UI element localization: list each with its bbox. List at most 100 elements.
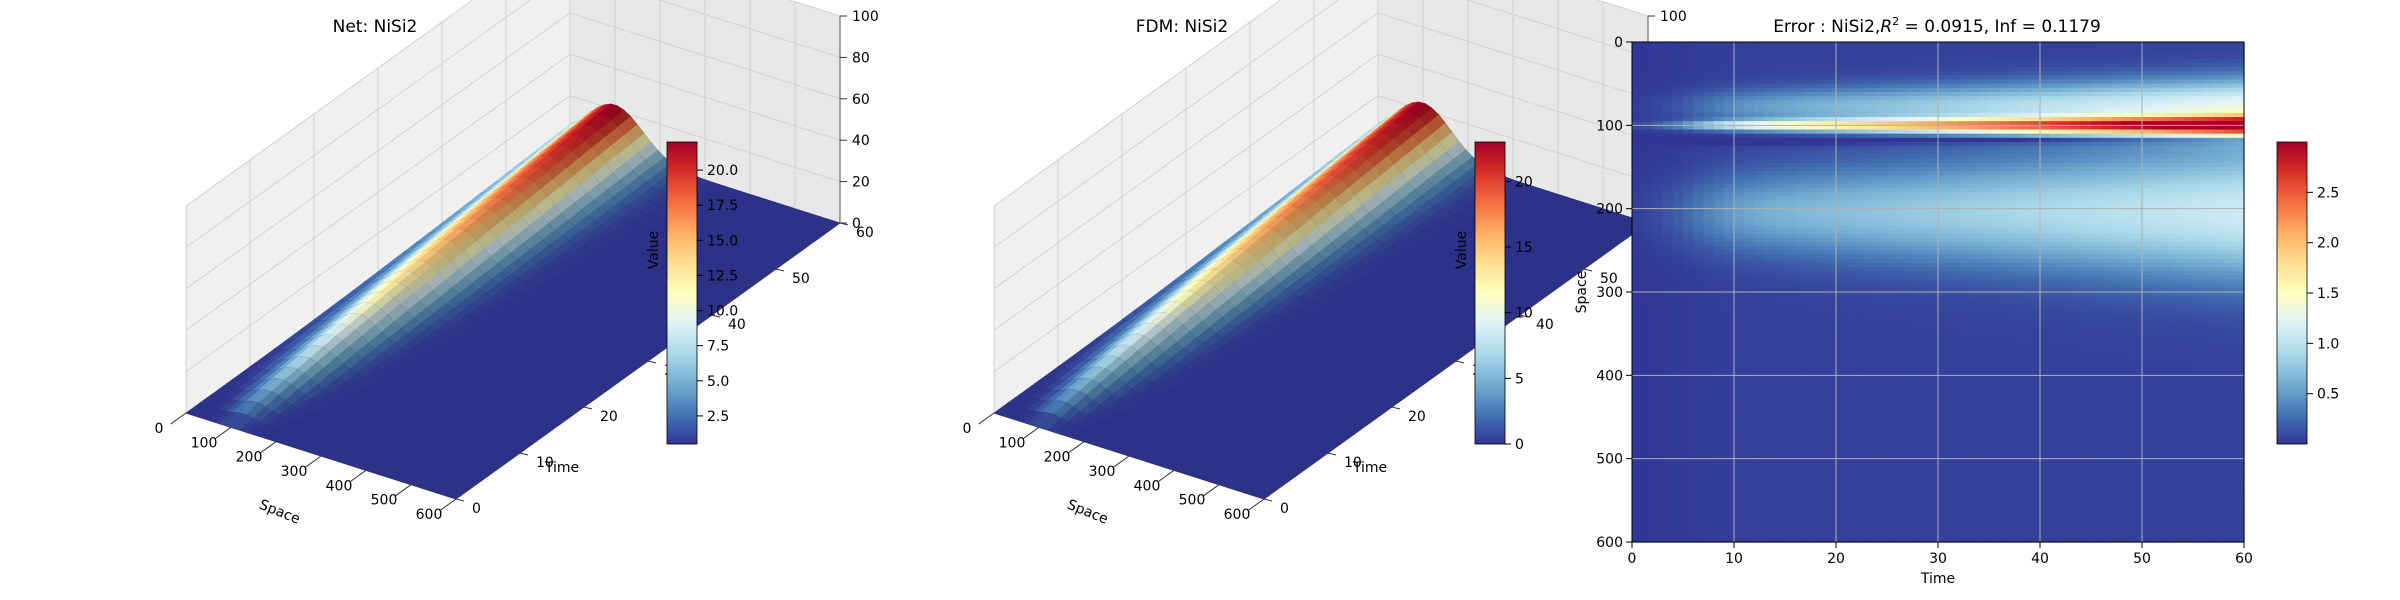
- heatmap-cell: [1632, 333, 1643, 339]
- heatmap-cell: [1815, 308, 1827, 314]
- heatmap-cell: [1703, 300, 1715, 306]
- heatmap-cell: [1632, 533, 1643, 539]
- heatmap-cell: [1693, 362, 1704, 368]
- heatmap-cell: [1713, 317, 1725, 322]
- heatmap-cell: [1734, 179, 1745, 185]
- heatmap-cell: [1703, 517, 1715, 522]
- heatmap-cell: [1693, 271, 1704, 276]
- heatmap-cell: [1734, 162, 1745, 168]
- heatmap-cell: [1744, 171, 1755, 176]
- heatmap-cell: [1764, 175, 1776, 181]
- heatmap-cell: [1693, 392, 1704, 397]
- heatmap-cell: [1795, 67, 1806, 72]
- heatmap-cell: [1693, 275, 1704, 281]
- heatmap-cell: [1744, 479, 1755, 485]
- heatmap-cell: [1754, 321, 1766, 326]
- heatmap-cell: [1652, 350, 1664, 356]
- heatmap-cell: [1795, 417, 1806, 422]
- heatmap-cell: [1642, 129, 1653, 135]
- heatmap-cell: [1744, 300, 1755, 306]
- heatmap-cell: [1713, 337, 1725, 343]
- heatmap-cell: [1805, 117, 1817, 122]
- heatmap-cell: [1672, 183, 1684, 189]
- grid-line: [185, 95, 571, 372]
- heatmap-cell: [1652, 317, 1664, 322]
- heatmap-cell: [1723, 325, 1735, 331]
- heatmap-cell: [1744, 354, 1755, 360]
- heatmap-cell: [1642, 421, 1653, 426]
- heatmap-cell: [1642, 521, 1653, 526]
- heatmap-cell: [1785, 187, 1796, 193]
- heatmap-cell: [1632, 408, 1643, 414]
- heatmap-cell: [1723, 450, 1735, 456]
- heatmap-cell: [1662, 317, 1674, 322]
- heatmap-cell: [1723, 496, 1735, 501]
- heatmap-cell: [1672, 479, 1684, 485]
- heatmap-cell: [1662, 133, 1674, 139]
- heatmap-cell: [1683, 275, 1694, 281]
- heatmap-cell: [1744, 208, 1755, 214]
- heatmap-cell: [1744, 62, 1755, 68]
- heatmap-cell: [1703, 183, 1715, 189]
- heatmap-cell: [1785, 446, 1796, 451]
- heatmap-cell: [1734, 167, 1745, 172]
- heatmap-cell: [1693, 242, 1704, 247]
- heatmap-cell: [1785, 496, 1796, 501]
- heatmap-cell: [1703, 333, 1715, 339]
- heatmap-cell: [1642, 50, 1653, 56]
- heatmap-cell: [1723, 275, 1735, 281]
- heatmap-cell: [1703, 471, 1715, 476]
- heatmap-cell: [1754, 83, 1766, 89]
- heatmap-cell: [1754, 104, 1766, 110]
- heatmap-cell: [1703, 346, 1715, 351]
- heatmap-cell: [1693, 246, 1704, 251]
- colorbar-tick-label: 0: [1515, 437, 1524, 453]
- heatmap-cell: [1713, 275, 1725, 281]
- heatmap-cell: [1642, 425, 1653, 431]
- heatmap-cell: [1764, 446, 1776, 451]
- heatmap-cell: [1703, 62, 1715, 68]
- heatmap-cell: [1672, 50, 1684, 56]
- heatmap-cell: [1693, 137, 1704, 143]
- heatmap-cell: [1703, 475, 1715, 481]
- heatmap-cell: [1652, 442, 1664, 447]
- heatmap-cell: [1642, 504, 1653, 510]
- heatmap-cell: [1825, 62, 1837, 68]
- heatmap-cell: [1734, 62, 1745, 68]
- heatmap-cell: [1815, 354, 1827, 360]
- heatmap-cell: [1672, 400, 1684, 406]
- heatmap-cell: [1713, 262, 1725, 268]
- heatmap-cell: [1672, 392, 1684, 397]
- heatmap-cell: [1774, 237, 1786, 243]
- heatmap-cell: [1662, 242, 1674, 247]
- heatmap-cell: [1672, 375, 1684, 381]
- heatmap-cell: [1642, 317, 1653, 322]
- heatmap-cell: [1662, 167, 1674, 172]
- heatmap-cell: [1734, 212, 1745, 218]
- heatmap-cell: [1652, 92, 1664, 97]
- heatmap-cell: [1662, 142, 1674, 147]
- heatmap-cell: [1683, 192, 1694, 197]
- heatmap-cell: [1652, 362, 1664, 368]
- heatmap-cell: [1795, 404, 1806, 410]
- heatmap-cell: [1734, 517, 1745, 522]
- heatmap-cell: [1672, 96, 1684, 101]
- heatmap-cell: [1774, 350, 1786, 356]
- heatmap-cell: [1703, 250, 1715, 256]
- heatmap-cell: [1785, 467, 1796, 472]
- heatmap-cell: [1693, 337, 1704, 343]
- heatmap-cell: [1764, 396, 1776, 401]
- heatmap-cell: [1805, 208, 1817, 214]
- heatmap-cell: [1693, 458, 1704, 464]
- heatmap-cell: [1672, 512, 1684, 518]
- heatmap-cell: [1734, 137, 1745, 143]
- heatmap-cell: [1683, 229, 1694, 235]
- heatmap-cell: [1764, 387, 1776, 393]
- heatmap-cell: [1764, 337, 1776, 343]
- heatmap-cell: [1683, 83, 1694, 89]
- heatmap-cell: [1785, 192, 1796, 197]
- heatmap-cell: [1713, 254, 1725, 260]
- heatmap-cell: [1632, 229, 1643, 235]
- heatmap-cell: [1723, 108, 1735, 114]
- heatmap-cell: [1744, 146, 1755, 151]
